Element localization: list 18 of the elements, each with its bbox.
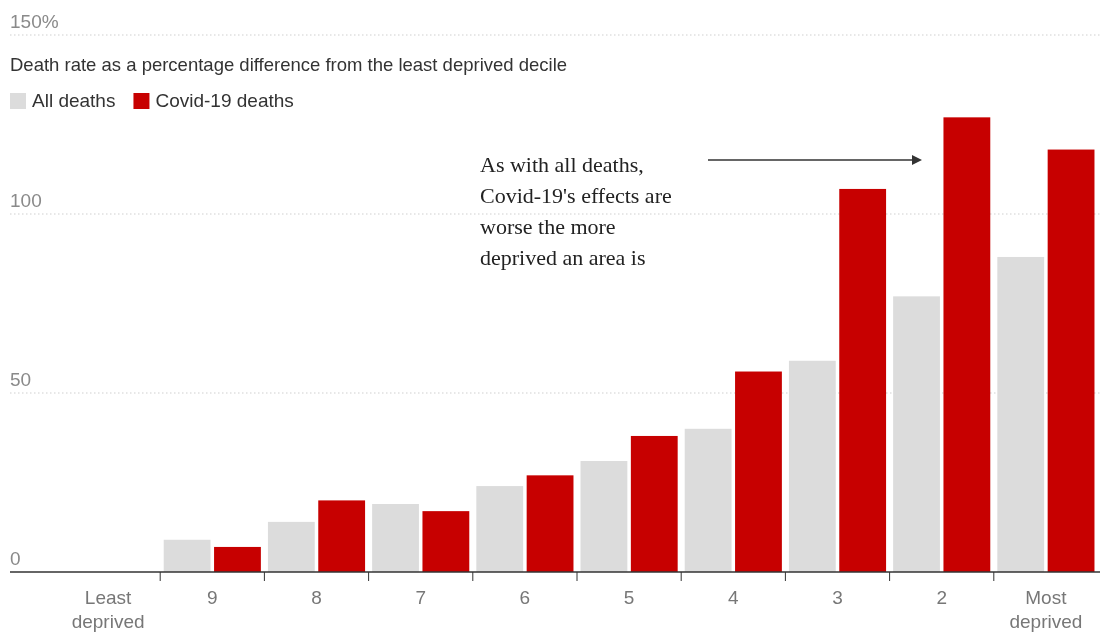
legend-label: All deaths xyxy=(32,90,116,111)
x-tick-label: 9 xyxy=(207,587,218,608)
x-tick-label: 8 xyxy=(311,587,322,608)
legend-label: Covid-19 deaths xyxy=(155,90,294,111)
x-tick-label: 6 xyxy=(519,587,531,608)
x-tick-label: 4 xyxy=(728,587,740,608)
x-tick-label: Least deprived xyxy=(71,587,145,632)
y-axis-title: Death rate as a percentage difference from the least deprived decile xyxy=(10,54,568,75)
y-tick-label: 50 xyxy=(10,369,32,390)
x-tick-label: 2 xyxy=(936,587,947,608)
x-tick-label: 7 xyxy=(415,587,426,608)
y-tick-label: 0 xyxy=(10,548,21,569)
x-tick-label: 3 xyxy=(832,587,843,608)
x-tick-label: 5 xyxy=(623,587,635,608)
x-tick-label: Most deprived xyxy=(1009,587,1083,632)
annotation: As with all deaths, Covid-19's effects are worse the more deprived an area is xyxy=(480,152,672,270)
y-tick-label: 100 xyxy=(10,190,42,211)
y-tick-label: 150% xyxy=(10,11,59,32)
